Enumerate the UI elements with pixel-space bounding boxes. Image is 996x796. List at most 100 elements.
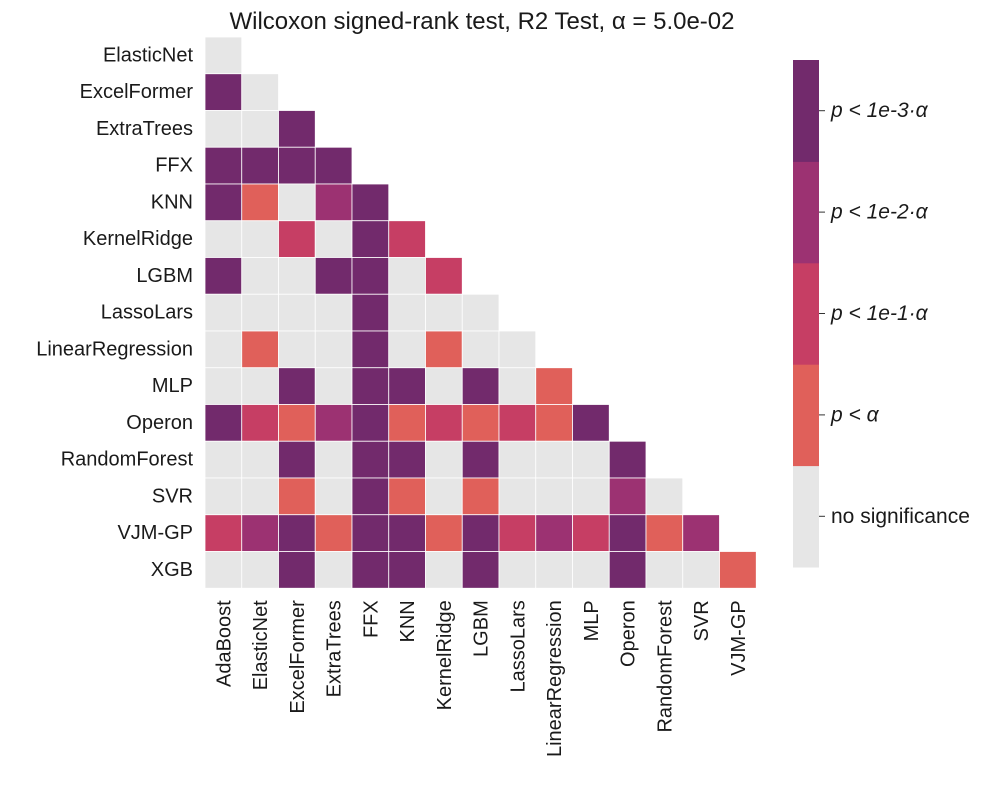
x-tick-label-adaboost: AdaBoost bbox=[213, 600, 235, 687]
heatmap-cell-knn-excelformer bbox=[278, 183, 316, 222]
heatmap-cell-lassolars-elasticnet bbox=[241, 293, 279, 332]
heatmap-cell-lassolars-kernelridge bbox=[425, 293, 463, 332]
colorbar-segment-4 bbox=[793, 60, 819, 162]
y-tick-label-lgbm: LGBM bbox=[136, 265, 193, 287]
heatmap-cell-linearregression-ffx bbox=[351, 330, 390, 369]
heatmap-cell-randomforest-mlp bbox=[572, 440, 610, 479]
y-tick-label-ffx: FFX bbox=[155, 155, 193, 177]
chart-title: Wilcoxon signed-rank test, R2 Test, α = … bbox=[229, 8, 734, 35]
x-tick-label-ffx: FFX bbox=[360, 600, 382, 638]
heatmap-cell-extratrees-excelformer bbox=[278, 110, 316, 148]
y-tick-label-kernelridge: KernelRidge bbox=[83, 228, 193, 250]
y-tick-label-randomforest: RandomForest bbox=[61, 449, 194, 471]
heatmap-cell-linearregression-kernelridge bbox=[425, 330, 463, 369]
heatmap-cell-mlp-excelformer bbox=[278, 367, 316, 405]
heatmap-cell-lgbm-extratrees bbox=[314, 257, 353, 295]
heatmap-cell-knn-extratrees bbox=[314, 183, 353, 222]
heatmap-cell-svr-excelformer bbox=[278, 477, 316, 516]
x-tick-label-excelformer: ExcelFormer bbox=[287, 600, 309, 714]
heatmap-cell-randomforest-ffx bbox=[351, 440, 390, 479]
heatmap-cell-lassolars-excelformer bbox=[278, 293, 316, 332]
heatmap-cell-svr-lassolars bbox=[498, 477, 537, 516]
x-tick-label-lassolars: LassoLars bbox=[507, 600, 529, 692]
y-tick-label-excelformer: ExcelFormer bbox=[80, 81, 194, 103]
x-axis-labels: AdaBoost ElasticNet ExcelFormer ExtraTrees F… bbox=[213, 600, 750, 757]
heatmap-cell-mlp-elasticnet bbox=[241, 367, 279, 405]
colorbar-label-1: p < α bbox=[830, 403, 880, 426]
heatmap-cell-mlp-knn bbox=[388, 367, 426, 405]
heatmap-cell-mlp-kernelridge bbox=[425, 367, 463, 405]
heatmap-cell-xgb-excelformer bbox=[278, 551, 316, 589]
heatmap-cell-extratrees-elasticnet bbox=[241, 110, 279, 148]
heatmap-cell-svr-kernelridge bbox=[425, 477, 463, 516]
heatmap-cell-mlp-ffx bbox=[351, 367, 390, 405]
colorbar-segment-2 bbox=[793, 262, 819, 365]
heatmap-cell-xgb-elasticnet bbox=[241, 551, 279, 589]
heatmap-cell-lassolars-extratrees bbox=[314, 293, 353, 332]
heatmap-cell-vjm-gp-mlp bbox=[572, 514, 610, 552]
heatmap-cell-kernelridge-elasticnet bbox=[241, 220, 279, 258]
heatmap-cell-operon-lgbm bbox=[461, 404, 500, 442]
heatmap-cell-kernelridge-extratrees bbox=[314, 220, 353, 258]
heatmap-cell-excelformer-elasticnet bbox=[241, 73, 279, 111]
colorbar-label-4: p < 1e-3·α bbox=[830, 99, 929, 122]
heatmap-cell-vjm-gp-linearregression bbox=[535, 514, 573, 552]
heatmap-cell-knn-adaboost bbox=[204, 183, 243, 222]
heatmap-cell-vjm-gp-adaboost bbox=[204, 514, 243, 552]
heatmap-cell-xgb-vjm-gp bbox=[719, 551, 757, 589]
heatmap-cell-ffx-elasticnet bbox=[241, 146, 279, 185]
heatmap-cell-svr-ffx bbox=[351, 477, 390, 516]
x-tick-label-kernelridge: KernelRidge bbox=[434, 600, 456, 710]
colorbar-segment-1 bbox=[793, 364, 819, 467]
heatmap-cell-operon-ffx bbox=[351, 404, 390, 442]
heatmap-cell-vjm-gp-elasticnet bbox=[241, 514, 279, 552]
heatmap-cell-svr-operon bbox=[608, 477, 647, 516]
heatmap-cell-randomforest-extratrees bbox=[314, 440, 353, 479]
heatmap-cell-lassolars-adaboost bbox=[204, 293, 243, 332]
heatmap-cell-excelformer-adaboost bbox=[204, 73, 243, 111]
y-axis-labels: ElasticNet ExcelFormer ExtraTrees FFX KNN Ker… bbox=[36, 44, 193, 581]
y-tick-label-elasticnet: ElasticNet bbox=[103, 44, 193, 66]
heatmap-cell-xgb-linearregression bbox=[535, 551, 573, 589]
heatmap-cell-mlp-linearregression bbox=[535, 367, 573, 405]
heatmap-cell-vjm-gp-ffx bbox=[351, 514, 390, 552]
heatmap-cell-kernelridge-ffx bbox=[351, 220, 390, 258]
heatmap-cell-lassolars-knn bbox=[388, 293, 426, 332]
x-tick-label-lgbm: LGBM bbox=[471, 600, 493, 657]
x-tick-label-linearregression: LinearRegression bbox=[544, 600, 566, 757]
heatmap-cell-ffx-adaboost bbox=[204, 146, 243, 185]
heatmap-cell-kernelridge-knn bbox=[388, 220, 426, 258]
heatmap-cell-mlp-lassolars bbox=[498, 367, 537, 405]
heatmap-cell-lgbm-ffx bbox=[351, 257, 390, 295]
heatmap-cell-vjm-gp-kernelridge bbox=[425, 514, 463, 552]
heatmap-cell-randomforest-lassolars bbox=[498, 440, 537, 479]
heatmap-cell-lgbm-elasticnet bbox=[241, 257, 279, 295]
heatmap-cell-vjm-gp-operon bbox=[608, 514, 647, 552]
heatmap-cell-randomforest-operon bbox=[608, 440, 647, 479]
heatmap-cell-operon-mlp bbox=[572, 404, 610, 442]
heatmap-cell-xgb-kernelridge bbox=[425, 551, 463, 589]
heatmap-cell-vjm-gp-knn bbox=[388, 514, 426, 552]
colorbar-label-2: p < 1e-1·α bbox=[830, 302, 929, 325]
heatmap-cell-randomforest-elasticnet bbox=[241, 440, 279, 479]
y-tick-label-mlp: MLP bbox=[152, 375, 193, 397]
heatmap-cell-operon-linearregression bbox=[535, 404, 573, 442]
heatmap-cell-svr-adaboost bbox=[204, 477, 243, 516]
heatmap-cell-operon-elasticnet bbox=[241, 404, 279, 442]
x-tick-label-randomforest: RandomForest bbox=[654, 600, 676, 733]
heatmap-cell-operon-extratrees bbox=[314, 404, 353, 442]
heatmap-cell-kernelridge-adaboost bbox=[204, 220, 243, 258]
heatmap-cell-randomforest-kernelridge bbox=[425, 440, 463, 479]
colorbar-segment-0 bbox=[793, 465, 819, 568]
heatmap-cell-lgbm-knn bbox=[388, 257, 426, 295]
heatmap-cell-extratrees-adaboost bbox=[204, 110, 243, 148]
heatmap-cell-linearregression-extratrees bbox=[314, 330, 353, 369]
heatmap-cell-lassolars-ffx bbox=[351, 293, 390, 332]
heatmap-cell-ffx-extratrees bbox=[314, 146, 353, 185]
heatmap-cell-randomforest-adaboost bbox=[204, 440, 243, 479]
heatmap-cell-svr-mlp bbox=[572, 477, 610, 516]
heatmap-cell-xgb-operon bbox=[608, 551, 647, 589]
heatmap-cell-lgbm-adaboost bbox=[204, 257, 243, 295]
x-tick-label-elasticnet: ElasticNet bbox=[250, 600, 272, 690]
